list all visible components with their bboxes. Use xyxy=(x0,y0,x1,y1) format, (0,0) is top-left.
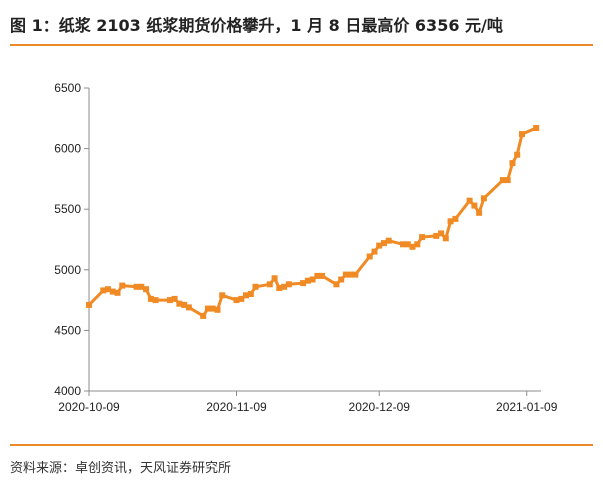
data-point xyxy=(166,297,173,304)
x-axis: 2020-10-09 2020-11-09 2020-12-09 2021-01-09 xyxy=(58,390,558,414)
data-point xyxy=(371,248,378,255)
data-point xyxy=(347,271,354,278)
data-point xyxy=(499,177,506,184)
data-point xyxy=(185,304,192,311)
data-point xyxy=(376,242,383,249)
data-point xyxy=(519,131,525,138)
data-point xyxy=(504,177,511,184)
x-tick-label: 2020-11-09 xyxy=(206,400,267,414)
y-tick-label: 4500 xyxy=(54,323,81,337)
source-note: 资料来源：卓创资讯，天风证券研究所 xyxy=(10,461,232,476)
data-point xyxy=(119,282,126,289)
data-point xyxy=(238,295,245,302)
data-point xyxy=(109,288,116,295)
data-point xyxy=(452,215,459,222)
data-point xyxy=(105,286,111,293)
data-point xyxy=(114,289,121,296)
data-point xyxy=(400,241,406,248)
y-tick-label: 4000 xyxy=(54,384,81,398)
y-tick-label: 6000 xyxy=(54,142,81,156)
x-tick-label: 2020-12-09 xyxy=(349,400,411,414)
data-point xyxy=(509,160,516,167)
x-tick-label: 2021-01-09 xyxy=(496,400,558,414)
data-point xyxy=(404,241,411,248)
title-divider xyxy=(10,44,593,46)
data-point xyxy=(181,301,188,308)
data-point xyxy=(385,237,392,244)
data-point xyxy=(204,305,211,312)
chart-title: 图 1：纸浆 2103 纸浆期货价格攀升，1 月 8 日最高价 6356 元/吨 xyxy=(10,16,503,35)
footer-divider xyxy=(10,444,593,446)
data-point xyxy=(466,197,473,204)
price-series xyxy=(86,125,540,319)
data-point xyxy=(442,235,449,242)
data-point xyxy=(285,281,292,288)
data-point xyxy=(176,300,183,307)
x-tick-label: 2020-10-09 xyxy=(58,400,120,414)
data-point xyxy=(200,312,207,319)
data-point xyxy=(480,195,487,202)
data-point xyxy=(133,283,140,290)
data-point xyxy=(409,243,416,250)
data-point xyxy=(438,230,445,237)
data-point xyxy=(447,218,454,225)
data-point xyxy=(252,283,259,290)
data-point xyxy=(214,306,221,313)
data-point xyxy=(86,301,92,308)
data-point xyxy=(419,234,426,241)
data-point xyxy=(143,286,150,293)
data-point xyxy=(342,271,349,278)
data-point xyxy=(281,283,288,290)
data-point xyxy=(366,253,373,260)
series-line xyxy=(87,126,537,318)
data-point xyxy=(471,202,478,209)
data-point xyxy=(476,209,483,216)
data-point xyxy=(414,241,421,248)
data-point xyxy=(276,285,283,291)
data-point xyxy=(138,283,145,290)
data-point xyxy=(338,276,345,283)
data-point xyxy=(147,295,154,302)
y-tick-label: 5500 xyxy=(54,202,81,216)
y-axis: 4000 4500 5000 5500 6000 6500 xyxy=(54,81,90,398)
y-tick-label: 6500 xyxy=(54,81,81,95)
y-tick-label: 5000 xyxy=(54,263,81,277)
data-point xyxy=(304,277,311,284)
data-point xyxy=(271,275,278,282)
data-point xyxy=(209,305,216,312)
data-point xyxy=(243,292,249,299)
data-point xyxy=(171,295,178,302)
data-point xyxy=(266,281,273,288)
data-point xyxy=(533,125,540,131)
data-point xyxy=(309,276,316,283)
data-point xyxy=(314,272,321,279)
data-point xyxy=(381,240,387,247)
data-point xyxy=(319,272,326,279)
data-point xyxy=(247,291,254,297)
data-point xyxy=(333,281,340,288)
data-point xyxy=(514,151,521,158)
data-point xyxy=(433,232,440,239)
data-point xyxy=(219,292,226,299)
data-point xyxy=(152,297,159,304)
data-point xyxy=(233,297,240,304)
data-point xyxy=(352,271,359,278)
data-point xyxy=(300,280,307,287)
data-point xyxy=(100,287,107,294)
